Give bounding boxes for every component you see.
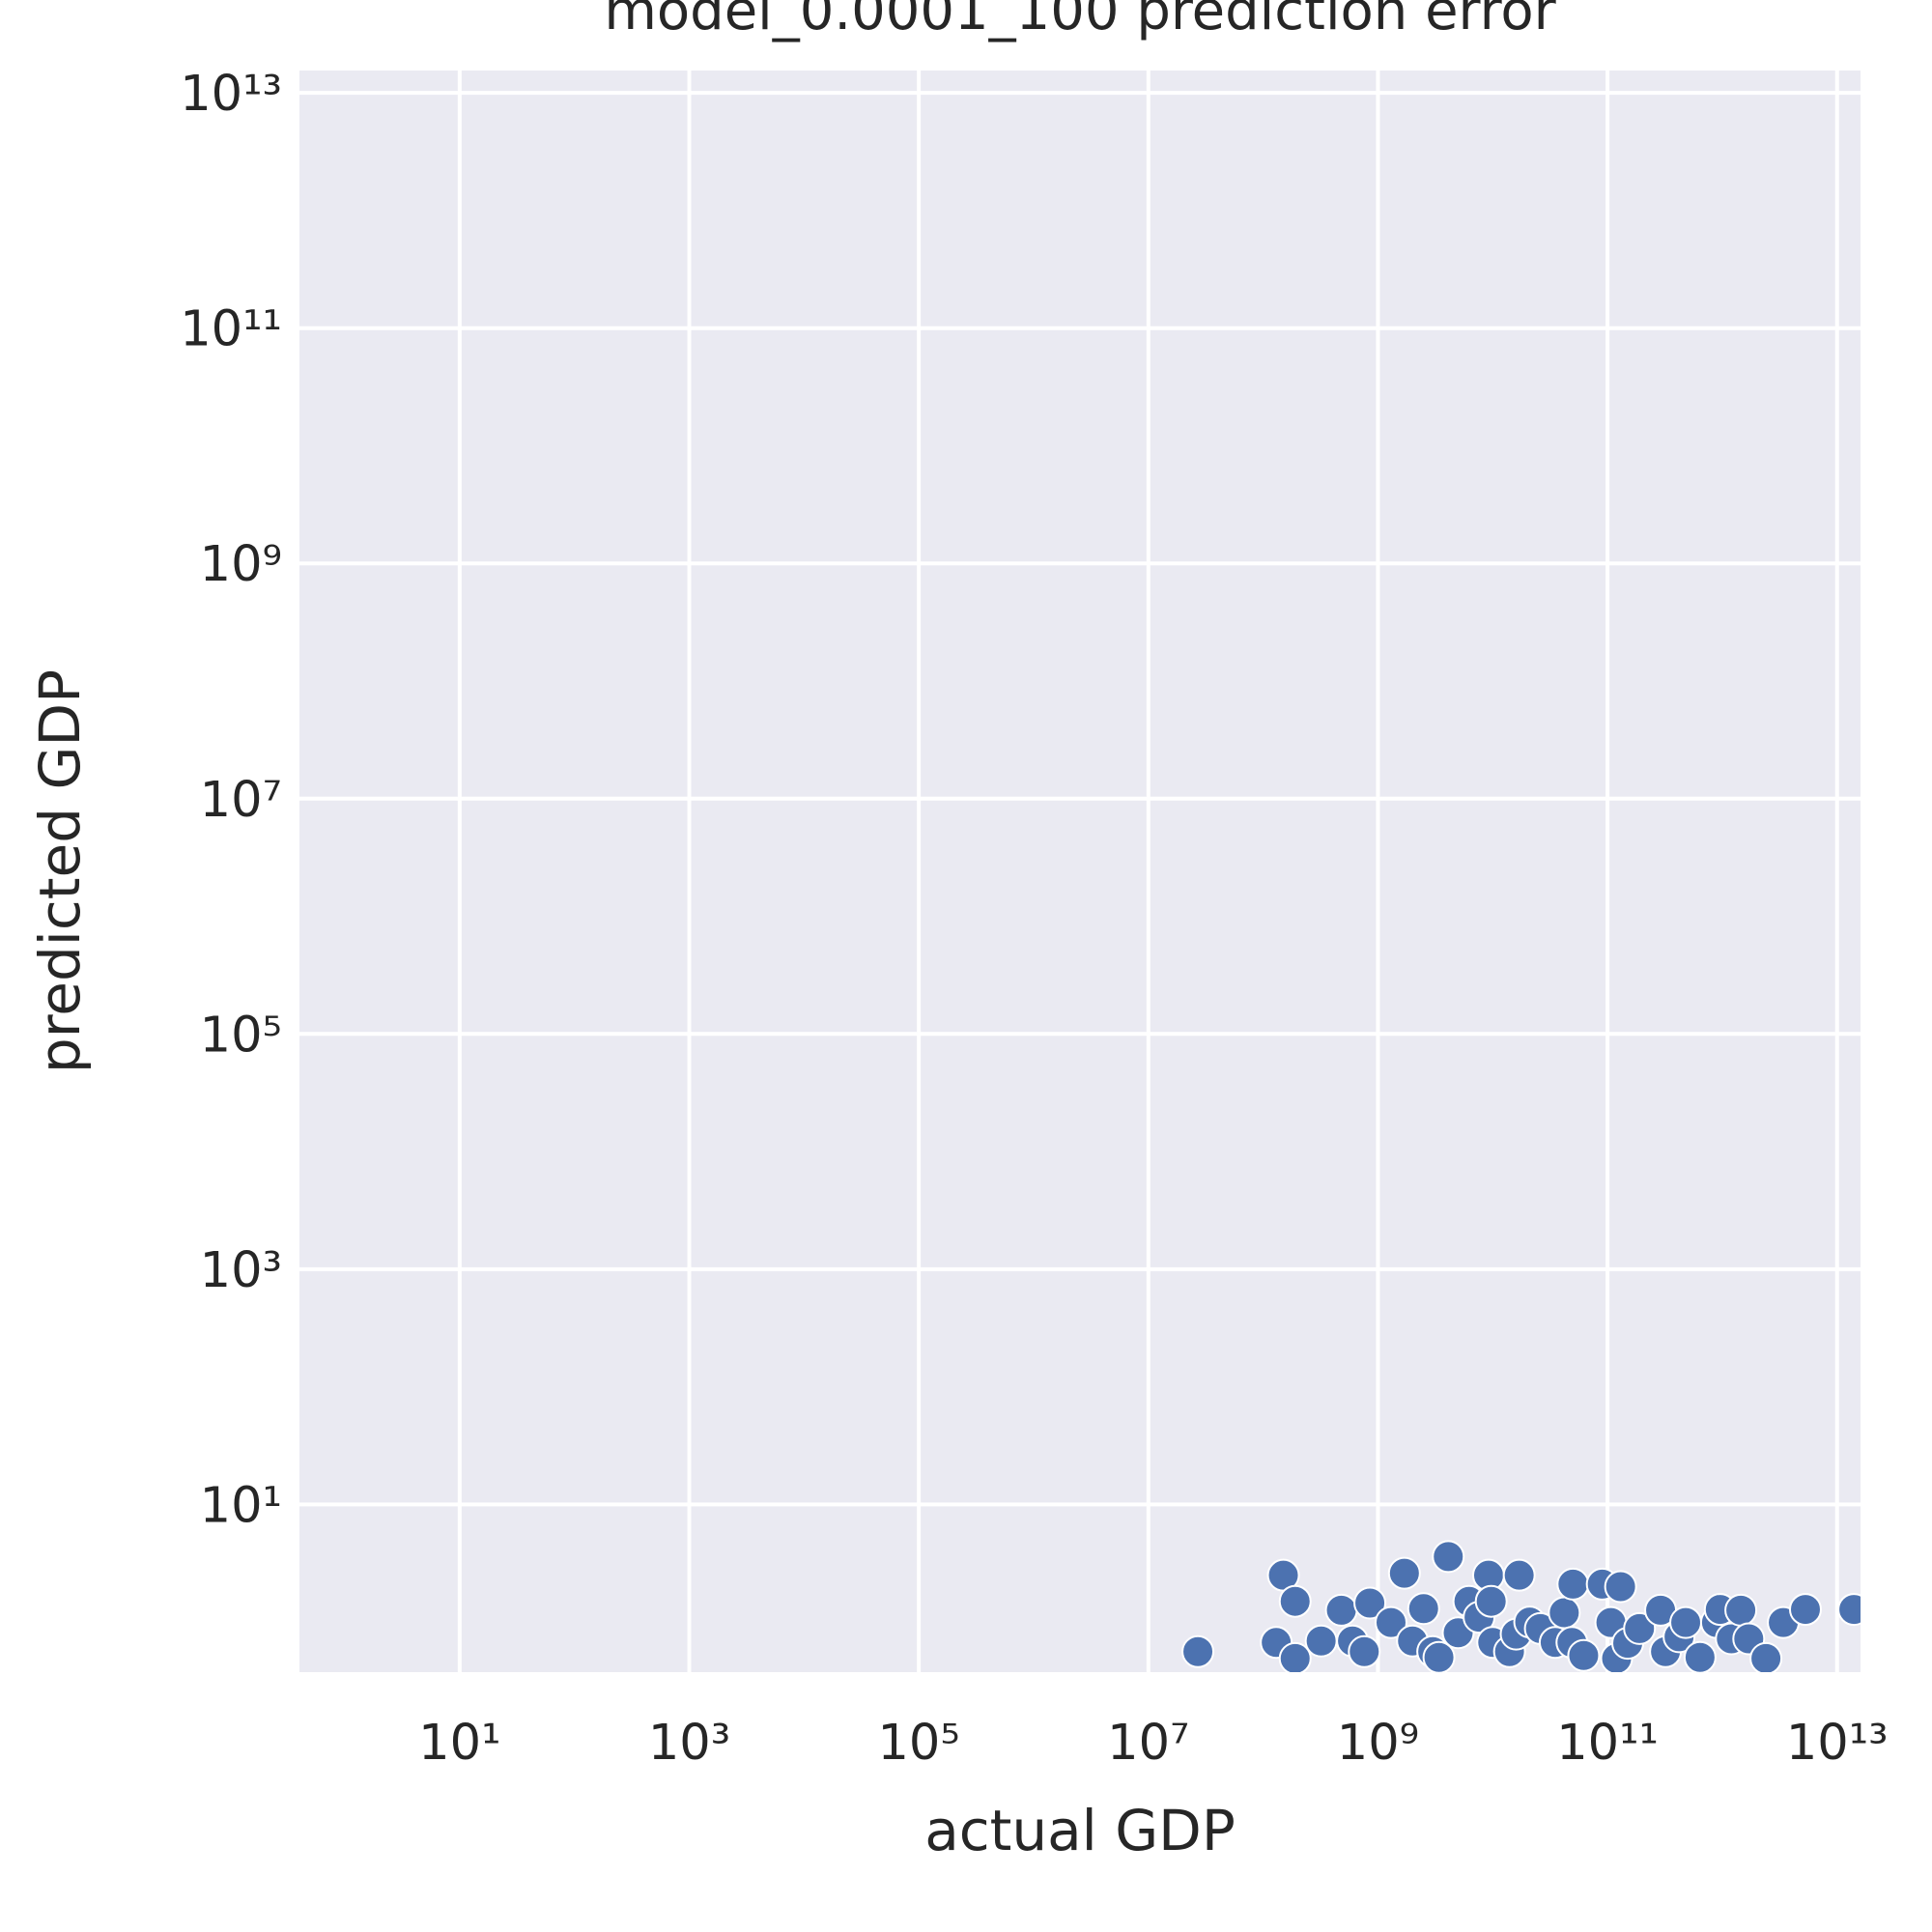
scatter-point	[1788, 1593, 1822, 1627]
y-tick-label: 10¹¹	[180, 301, 282, 358]
chart-title: model_0.0001_100 prediction error	[604, 0, 1556, 43]
scatter-point	[1556, 1567, 1590, 1601]
scatter-point	[1304, 1624, 1338, 1658]
scatter-point	[1422, 1640, 1456, 1672]
y-tick-label: 10⁹	[200, 536, 282, 593]
scatter-point	[1406, 1592, 1440, 1626]
scatter-point	[1604, 1570, 1637, 1604]
scatter-point	[1181, 1634, 1215, 1668]
scatter-point	[1324, 1593, 1358, 1627]
labels: 10¹ 10³ 10⁵ 10⁷ 10⁹ 10¹¹ 10¹³ 10¹ 10³ 10⁵ 10⁷ 10⁹ 10…	[180, 66, 1888, 1772]
scatter-point	[1567, 1638, 1601, 1672]
y-tick-label: 10⁵	[200, 1007, 282, 1064]
y-tick-label: 10¹³	[180, 66, 282, 123]
x-tick-label: 10⁷	[1107, 1715, 1189, 1772]
scatter-point	[1432, 1540, 1465, 1574]
scatter-point	[1474, 1584, 1508, 1618]
grid	[299, 71, 1861, 1672]
plot-background	[299, 71, 1861, 1672]
scatter-point	[1353, 1586, 1387, 1620]
scatter-point	[1683, 1640, 1717, 1672]
y-tick-label: 10⁷	[200, 772, 282, 829]
scatter-point	[1348, 1634, 1381, 1668]
scatter-point	[1278, 1584, 1312, 1618]
scatter-point	[1623, 1611, 1657, 1645]
x-tick-label: 10⁵	[877, 1715, 959, 1772]
scatter-point	[1669, 1605, 1703, 1639]
x-tick-label: 10¹³	[1786, 1715, 1889, 1772]
points	[1181, 1540, 1861, 1672]
x-axis-label: actual GDP	[924, 1798, 1236, 1863]
scatter-point	[1502, 1558, 1536, 1592]
y-axis-label: predicted GDP	[27, 669, 93, 1073]
scatter-point	[1749, 1641, 1783, 1672]
scatter-point	[1724, 1593, 1758, 1627]
x-tick-label: 10¹¹	[1556, 1715, 1659, 1772]
scatter-point	[1387, 1556, 1421, 1590]
scatter-point	[1548, 1596, 1581, 1630]
x-tick-label: 10³	[648, 1715, 730, 1772]
x-tick-label: 10¹	[418, 1715, 500, 1772]
x-tick-label: 10⁹	[1337, 1715, 1419, 1772]
y-tick-label: 10¹	[200, 1477, 282, 1534]
scatter-point	[1374, 1605, 1407, 1639]
y-tick-label: 10³	[200, 1242, 282, 1299]
scatter-point	[1278, 1641, 1312, 1672]
scatter-point	[1837, 1593, 1861, 1627]
